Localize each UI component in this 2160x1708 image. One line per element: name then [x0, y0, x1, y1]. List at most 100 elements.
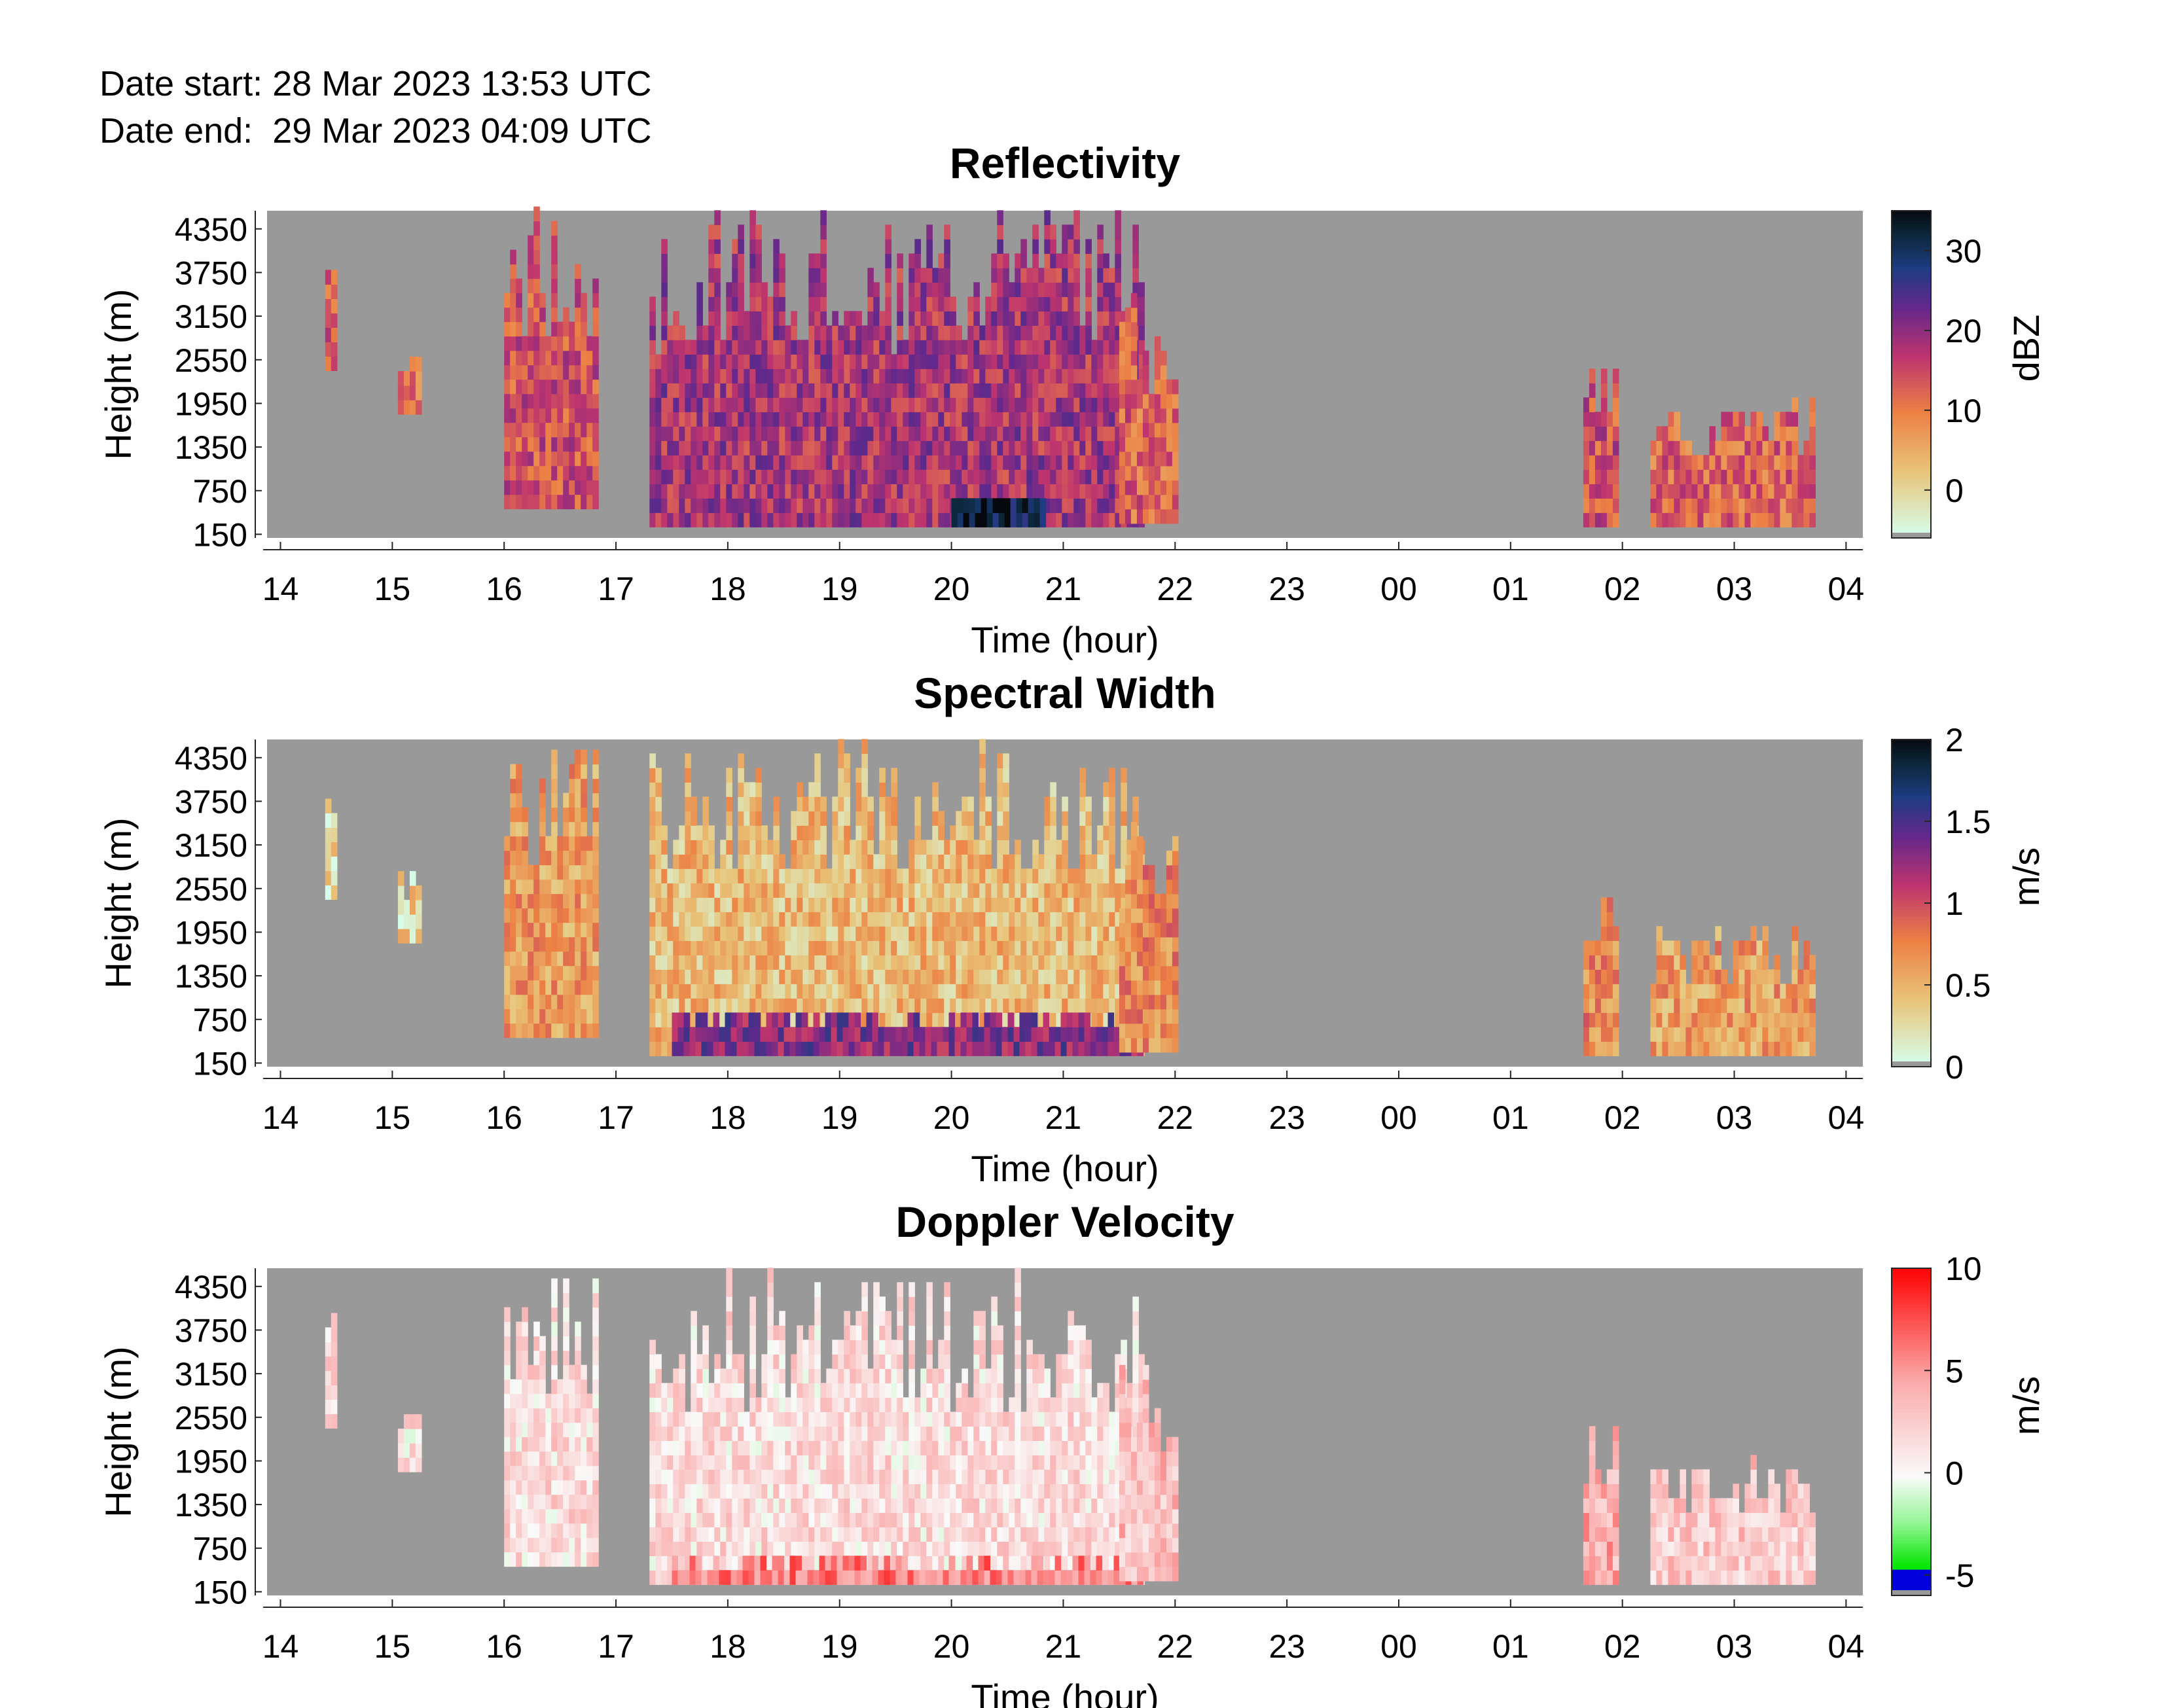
echo-cell [581, 465, 587, 481]
echo-cell [1721, 998, 1727, 1013]
echo-cell [779, 469, 785, 484]
echo-cell [714, 926, 721, 941]
echo-cell [655, 455, 662, 470]
echo-cell [1600, 912, 1608, 927]
echo-cell [897, 940, 903, 955]
echo-cell [1020, 897, 1027, 912]
echo-cell [909, 955, 915, 970]
echo-cell [850, 955, 856, 970]
echo-cell [655, 440, 662, 455]
echo-cell [539, 307, 546, 323]
echo-cell [539, 1523, 546, 1539]
echo-cell [991, 455, 998, 470]
echo-cell [1809, 1012, 1816, 1027]
echo-cell [779, 253, 785, 268]
echo-cell [1797, 455, 1804, 470]
echo-cell [855, 811, 862, 826]
echo-cell [708, 340, 715, 355]
echo-cell [1115, 397, 1121, 412]
echo-cell [991, 253, 998, 268]
echo-cell [861, 998, 868, 1013]
echo-cell [938, 854, 945, 869]
echo-cell [1138, 282, 1145, 297]
echo-cell [861, 796, 868, 811]
echo-cell [528, 307, 534, 323]
echo-cell [581, 807, 587, 823]
echo-cell [1020, 969, 1027, 984]
echo-cell [738, 998, 744, 1013]
echo-cell [1091, 868, 1098, 883]
echo-cell [726, 998, 732, 1013]
echo-cell [897, 325, 903, 340]
echo-cell [581, 936, 587, 952]
echo-cell [504, 1023, 511, 1039]
echo-cell [1119, 1037, 1126, 1053]
echo-cell [997, 224, 1003, 240]
echo-cell [1068, 296, 1074, 311]
date-start-value: 28 Mar 2023 13:53 UTC [272, 64, 652, 103]
echo-cell [1662, 984, 1668, 999]
echo-cell [522, 422, 528, 438]
echo-cell [522, 1537, 528, 1553]
echo-cell [403, 1429, 410, 1444]
echo-cell [1166, 436, 1173, 452]
echo-cell [820, 796, 827, 811]
echo-cell [1142, 451, 1149, 467]
echo-cell [767, 484, 774, 499]
colorbar-swatch [1892, 959, 1931, 963]
echo-cell [545, 465, 552, 481]
echo-cell [691, 969, 697, 984]
echo-cell [744, 926, 750, 941]
echo-cell [1154, 408, 1161, 423]
echo-cell [563, 350, 569, 366]
echo-cell [1109, 897, 1115, 912]
echo-cell [1015, 998, 1021, 1013]
echo-cell [1032, 868, 1039, 883]
echo-cell [679, 955, 685, 970]
echo-cell [920, 397, 927, 412]
echo-cell [1066, 1041, 1073, 1056]
echo-cell [1715, 469, 1721, 484]
echo-cell [1091, 455, 1098, 470]
echo-cell [826, 940, 833, 955]
echo-cell [1668, 484, 1674, 499]
echo-cell [914, 998, 921, 1013]
echo-cell [979, 912, 986, 927]
echo-cell [975, 512, 982, 527]
echo-cell [997, 412, 1003, 427]
echo-cell [581, 980, 587, 995]
echo-cell [914, 412, 921, 427]
echo-cell [1091, 926, 1098, 941]
echo-cell [1050, 940, 1056, 955]
echo-cell [1762, 1041, 1769, 1056]
echo-cell [1115, 440, 1121, 455]
echo-cell [557, 893, 564, 909]
echo-cell [510, 1523, 516, 1539]
echo-cell [891, 354, 897, 369]
echo-cell [1172, 965, 1179, 981]
echo-cell [1044, 325, 1051, 340]
echo-cell [985, 440, 992, 455]
colorbar-swatch [1892, 368, 1931, 372]
echo-cell [962, 955, 968, 970]
echo-cell [1003, 426, 1009, 441]
echo-cell [1085, 796, 1092, 811]
echo-cell [1709, 955, 1716, 970]
colorbar-swatch [1892, 867, 1931, 871]
colorbar-swatch [1892, 916, 1931, 920]
echo-cell [726, 296, 732, 311]
echo-cell [938, 296, 945, 311]
echo-cell [1062, 897, 1068, 912]
echo-cell [944, 311, 950, 326]
echo-cell [516, 278, 522, 294]
echo-cell [885, 296, 891, 311]
echo-cell [1054, 1041, 1062, 1056]
echo-cell [1125, 336, 1132, 351]
echo-cell [838, 868, 844, 883]
colorbar-swatch [1892, 243, 1931, 247]
colorbar-swatch [1892, 1014, 1931, 1018]
echo-cell [1803, 484, 1810, 499]
echo-cell [1668, 940, 1674, 955]
echo-cell [1103, 469, 1109, 484]
echo-cell [861, 325, 868, 340]
